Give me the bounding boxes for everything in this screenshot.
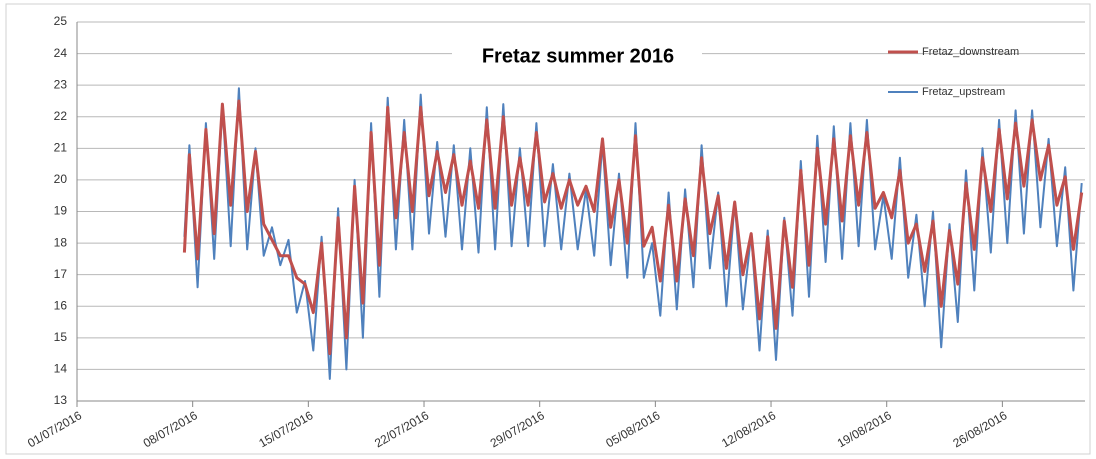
chart-title: Fretaz summer 2016 bbox=[482, 45, 674, 67]
legend-label: Fretaz_downstream bbox=[922, 46, 1019, 58]
lines bbox=[182, 87, 1084, 380]
y-tick-label: 15 bbox=[54, 330, 68, 344]
y-tick-label: 22 bbox=[54, 109, 68, 123]
y-tick-label: 16 bbox=[54, 298, 68, 312]
legend: Fretaz_downstream Fretaz_upstream bbox=[888, 46, 1019, 98]
y-tick-label: 25 bbox=[54, 14, 68, 28]
y-tick-label: 20 bbox=[54, 172, 68, 186]
y-tick-label: 24 bbox=[54, 46, 68, 60]
legend-label: Fretaz_upstream bbox=[922, 86, 1005, 98]
y-tick-label: 17 bbox=[54, 267, 68, 281]
series-line bbox=[182, 99, 1084, 356]
y-tick-label: 13 bbox=[54, 393, 68, 407]
y-tick-label: 21 bbox=[54, 141, 68, 155]
y-tick-label: 19 bbox=[54, 204, 68, 218]
title-bg bbox=[452, 40, 702, 72]
y-tick-label: 18 bbox=[54, 235, 68, 249]
y-tick-label: 14 bbox=[54, 362, 68, 376]
y-tick-label: 23 bbox=[54, 77, 68, 91]
